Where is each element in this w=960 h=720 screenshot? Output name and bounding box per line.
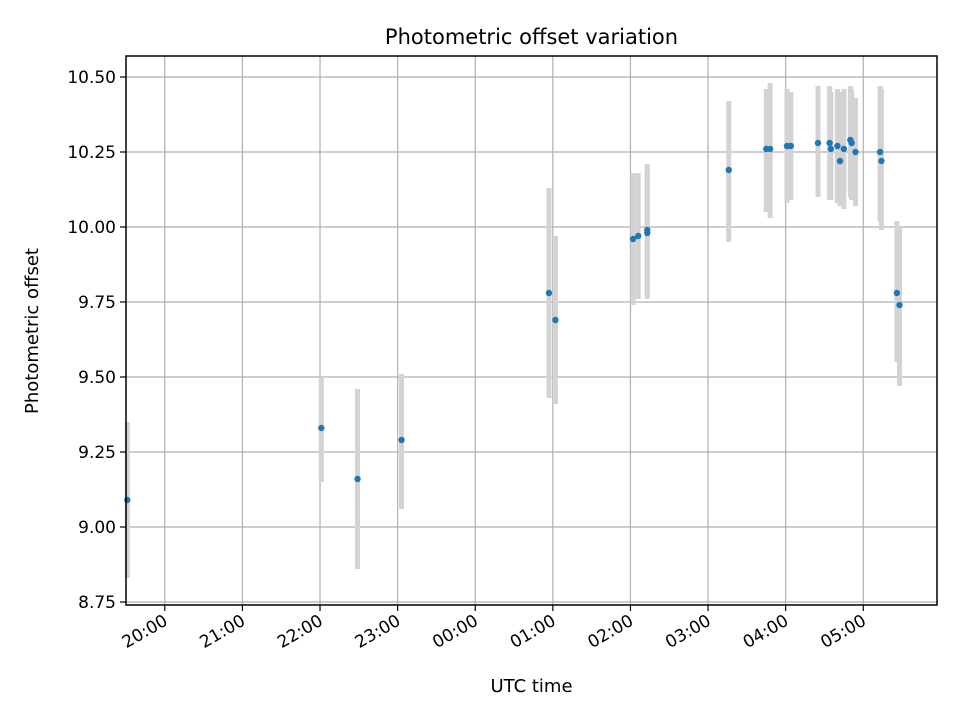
data-point bbox=[124, 496, 131, 504]
data-point bbox=[318, 424, 325, 432]
data-points bbox=[124, 136, 903, 504]
data-point bbox=[644, 226, 651, 234]
data-point bbox=[354, 475, 361, 483]
data-point bbox=[836, 157, 844, 165]
x-axis-label: UTC time bbox=[490, 676, 572, 697]
data-point bbox=[552, 316, 559, 324]
data-point bbox=[852, 148, 859, 156]
data-point bbox=[725, 166, 732, 174]
y-tick-label: 8.75 bbox=[78, 593, 116, 613]
data-point bbox=[629, 235, 637, 243]
data-point bbox=[826, 139, 833, 147]
data-point bbox=[814, 139, 822, 147]
y-tick-label: 9.75 bbox=[78, 293, 116, 313]
data-point bbox=[766, 145, 774, 153]
data-point bbox=[893, 289, 901, 297]
data-point bbox=[840, 145, 848, 153]
data-point bbox=[398, 436, 405, 444]
y-tick-label: 9.25 bbox=[78, 443, 116, 463]
y-tick-label: 9.50 bbox=[78, 368, 116, 388]
data-point bbox=[896, 301, 903, 309]
data-point bbox=[827, 145, 835, 153]
chart-title: Photometric offset variation bbox=[385, 25, 678, 49]
data-point bbox=[834, 142, 841, 150]
y-tick-label: 10.50 bbox=[67, 68, 116, 88]
data-point bbox=[635, 232, 642, 240]
plot-frame bbox=[125, 55, 938, 606]
y-axis-ticks: 8.75 9.00 9.25 9.50 9.75 10.00 10.25 10.50 bbox=[67, 68, 126, 613]
data-point bbox=[545, 289, 553, 297]
y-axis-label: Photometric offset bbox=[22, 248, 43, 414]
y-tick-label: 10.25 bbox=[67, 143, 116, 163]
y-tick-label: 9.00 bbox=[78, 518, 116, 538]
data-point bbox=[787, 142, 795, 150]
data-point bbox=[878, 157, 885, 165]
data-point bbox=[876, 148, 884, 156]
y-tick-label: 10.00 bbox=[67, 218, 116, 238]
data-point bbox=[848, 139, 855, 147]
